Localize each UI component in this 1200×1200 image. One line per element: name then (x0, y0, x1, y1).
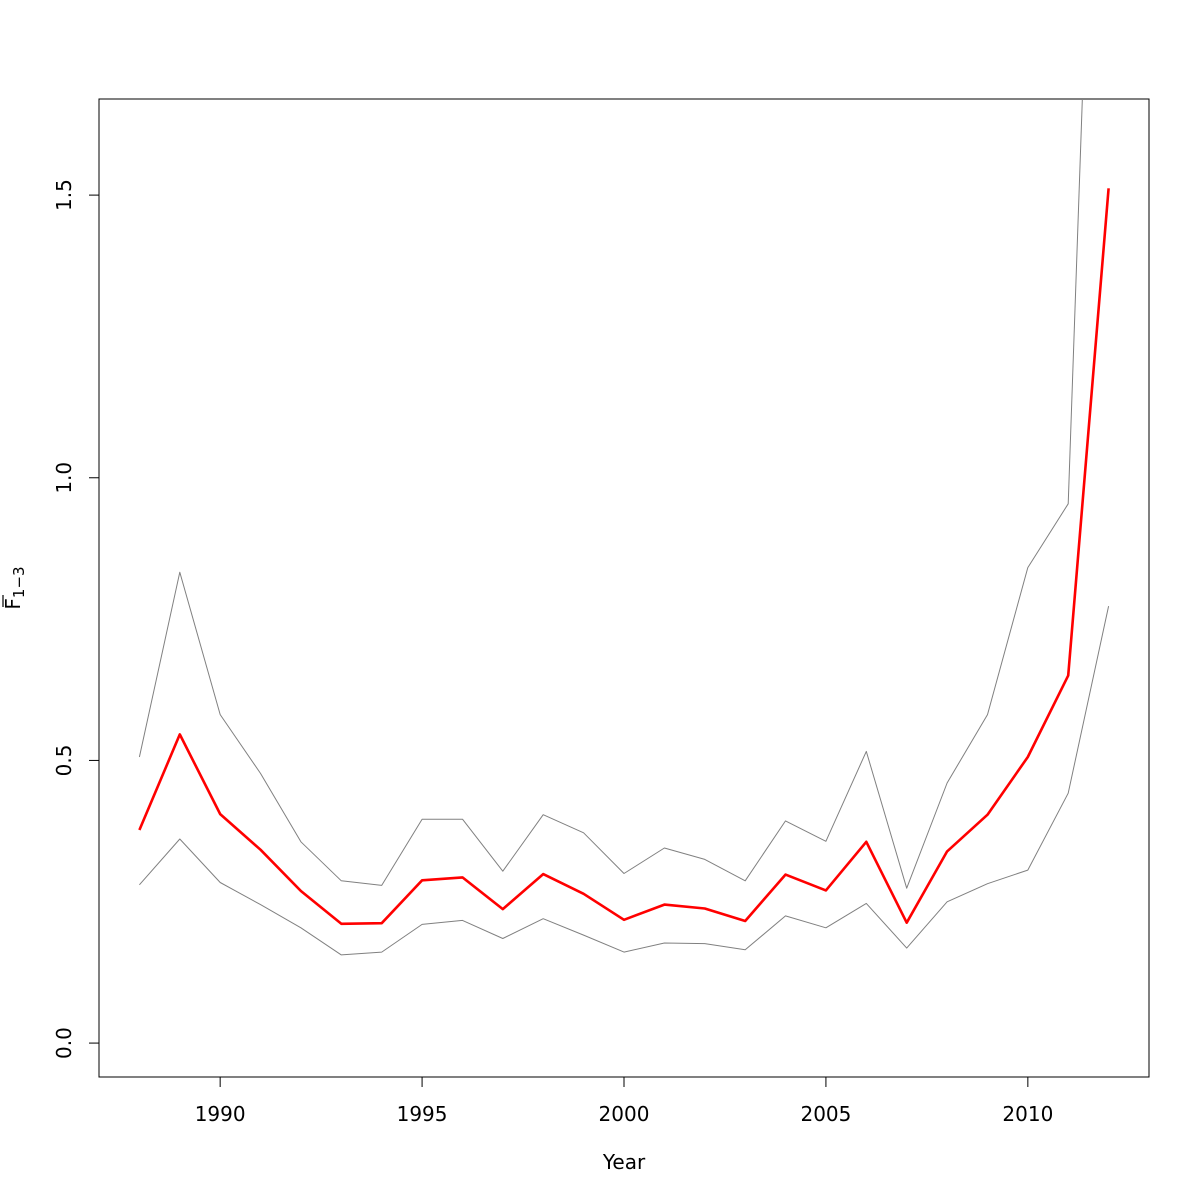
x-axis-title: Year (602, 1150, 646, 1174)
series-layer (138, 99, 1110, 956)
x-tick-label: 2010 (1002, 1102, 1053, 1126)
plot-frame (98, 98, 1150, 1078)
series-line-estimate (138, 188, 1110, 926)
series-line-upper-bound (138, 99, 1083, 889)
y-axis-title-main: F (1, 598, 25, 610)
y-axis: 0.0 0.5 1.0 1.5 (52, 179, 100, 1059)
series-line-lower-bound (139, 605, 1110, 956)
y-tick-label: 0.5 (52, 745, 76, 777)
x-tick-label: 2000 (599, 1102, 650, 1126)
y-tick-label: 1.5 (52, 179, 76, 211)
svg-text:F1−3: F1−3 (1, 566, 28, 609)
x-tick-label: 2005 (800, 1102, 851, 1126)
y-tick-label: 1.0 (52, 462, 76, 494)
y-axis-title: F1−3 (1, 566, 28, 609)
x-tick-label: 1990 (195, 1102, 246, 1126)
x-tick-label: 1995 (397, 1102, 448, 1126)
y-axis-title-sub: 1−3 (10, 566, 28, 598)
x-axis: 1990 1995 2000 2005 2010 (195, 1076, 1053, 1126)
y-tick-label: 0.0 (52, 1027, 76, 1059)
